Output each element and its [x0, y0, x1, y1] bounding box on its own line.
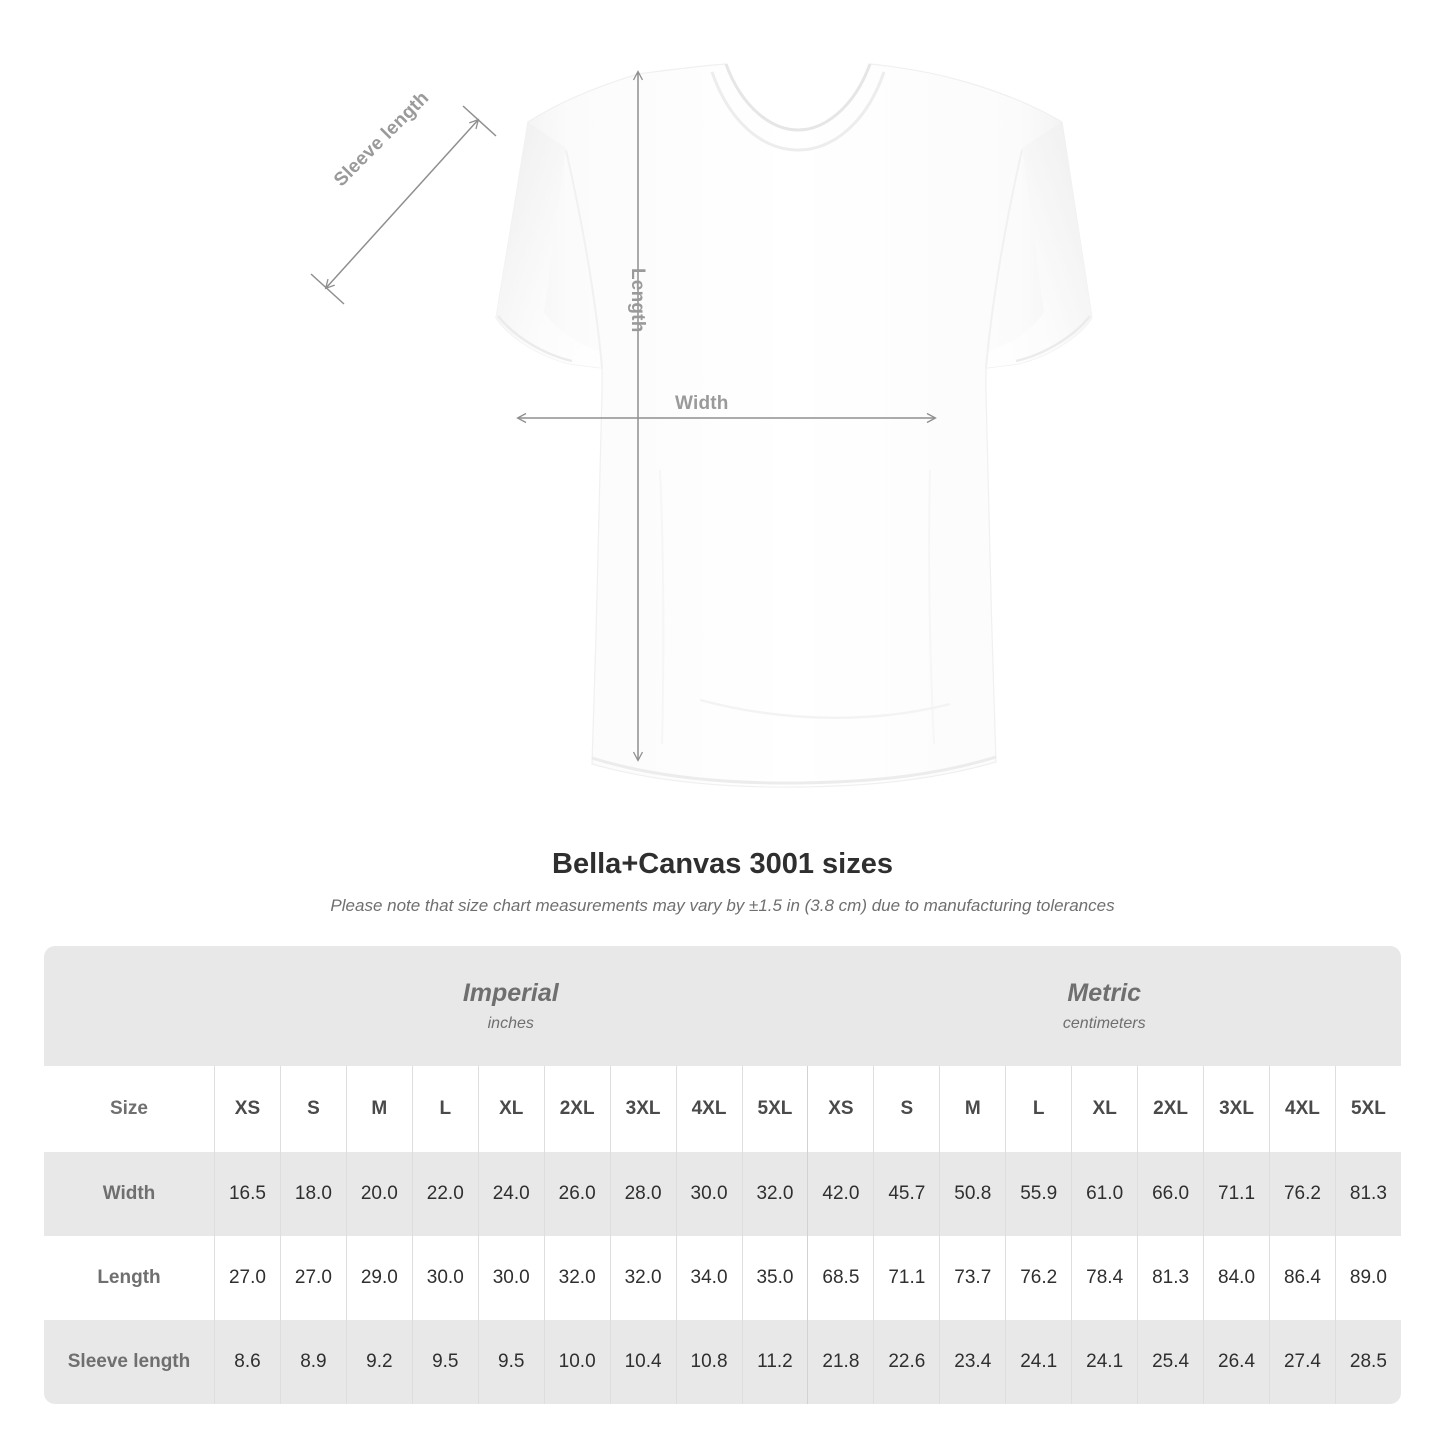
table-cell: 24.1 — [1071, 1320, 1137, 1404]
unit-group-metric: Metric centimeters — [808, 946, 1402, 1066]
column-header-xs-metric: XS — [807, 1066, 873, 1152]
table-cell: 29.0 — [345, 1236, 412, 1320]
row-label-length: Length — [97, 1267, 161, 1288]
table-cell: 21.8 — [807, 1320, 873, 1404]
table-cell: 11.2 — [741, 1320, 808, 1404]
unit-system-band: Imperial inches Metric centimeters — [44, 946, 1401, 1066]
column-header-4xl-imperial: 4XL — [675, 1066, 742, 1152]
table-cell: 22.0 — [411, 1152, 478, 1236]
unit-group-metric-name: Metric — [1067, 978, 1142, 1007]
column-header-l-imperial: L — [411, 1066, 478, 1152]
page-title: Bella+Canvas 3001 sizes — [552, 848, 893, 880]
row-label-width: Width — [102, 1183, 156, 1204]
table-cell: 22.6 — [873, 1320, 939, 1404]
table-cell: 8.6 — [214, 1320, 280, 1404]
table-cell: 61.0 — [1071, 1152, 1137, 1236]
table-cell: 78.4 — [1071, 1236, 1137, 1320]
table-cell: 32.0 — [543, 1236, 610, 1320]
tshirt-svg — [310, 63, 1093, 788]
table-cell: 34.0 — [675, 1236, 742, 1320]
table-cell: 10.4 — [609, 1320, 676, 1404]
table-row: Sleeve length 8.6 8.9 9.2 9.5 9.5 10.0 10.4 10.… — [44, 1320, 1401, 1404]
table-cell: 18.0 — [279, 1152, 346, 1236]
column-header-5xl-metric: 5XL — [1334, 1066, 1401, 1152]
unit-group-imperial: Imperial inches — [214, 946, 808, 1066]
table-cell: 30.0 — [477, 1236, 544, 1320]
table-cell: 55.9 — [1005, 1152, 1071, 1236]
column-header-2xl-imperial: 2XL — [543, 1066, 610, 1152]
column-header-m-imperial: M — [345, 1066, 412, 1152]
size-chart-table: Imperial inches Metric centimeters Size … — [44, 946, 1401, 1404]
table-cell: 10.8 — [675, 1320, 742, 1404]
table-cell: 86.4 — [1269, 1236, 1335, 1320]
unit-group-metric-unit: centimeters — [1062, 1015, 1146, 1033]
table-cell: 76.2 — [1269, 1152, 1335, 1236]
table-cell: 27.0 — [214, 1236, 280, 1320]
column-header-xl-imperial: XL — [477, 1066, 544, 1152]
table-cell: 30.0 — [675, 1152, 742, 1236]
table-cell: 45.7 — [873, 1152, 939, 1236]
table-cell: 23.4 — [939, 1320, 1005, 1404]
table-cell: 27.4 — [1269, 1320, 1335, 1404]
table-cell: 16.5 — [214, 1152, 280, 1236]
row-label-sleeve-length: Sleeve length — [67, 1351, 191, 1372]
sleeve-length-measure — [310, 105, 497, 305]
length-label: Length — [627, 268, 648, 333]
table-cell: 84.0 — [1203, 1236, 1269, 1320]
table-cell: 24.1 — [1005, 1320, 1071, 1404]
table-cell: 32.0 — [741, 1152, 808, 1236]
table-cell: 9.2 — [345, 1320, 412, 1404]
column-header-s-imperial: S — [279, 1066, 346, 1152]
table-cell: 26.4 — [1203, 1320, 1269, 1404]
unit-group-imperial-name: Imperial — [462, 978, 559, 1007]
table-cell: 50.8 — [939, 1152, 1005, 1236]
column-header-xs-imperial: XS — [214, 1066, 280, 1152]
column-header-5xl-imperial: 5XL — [741, 1066, 808, 1152]
column-header-2xl-metric: 2XL — [1137, 1066, 1203, 1152]
table-cell: 81.3 — [1137, 1236, 1203, 1320]
table-cell: 71.1 — [873, 1236, 939, 1320]
table-cell: 28.5 — [1334, 1320, 1401, 1404]
tshirt-shape — [495, 63, 1093, 788]
column-header-3xl-imperial: 3XL — [609, 1066, 676, 1152]
table-cell: 35.0 — [741, 1236, 808, 1320]
table-cell: 20.0 — [345, 1152, 412, 1236]
column-header-s-metric: S — [873, 1066, 939, 1152]
column-header-3xl-metric: 3XL — [1203, 1066, 1269, 1152]
table-cell: 28.0 — [609, 1152, 676, 1236]
column-header-4xl-metric: 4XL — [1269, 1066, 1335, 1152]
tshirt-measurement-diagram: Sleeve length Length Width — [310, 63, 1093, 788]
table-cell: 76.2 — [1005, 1236, 1071, 1320]
table-cell: 10.0 — [543, 1320, 610, 1404]
table-header-row: Size XS S M L XL 2XL 3XL 4XL 5XL XS S M L XL 2XL 3XL 4XL… — [44, 1066, 1401, 1152]
table-row: Length 27.0 27.0 29.0 30.0 30.0 32.0 32.0 34.0 3… — [44, 1236, 1401, 1320]
unit-group-imperial-unit: inches — [487, 1015, 534, 1033]
table-cell: 71.1 — [1203, 1152, 1269, 1236]
table-cell: 66.0 — [1137, 1152, 1203, 1236]
table-cell: 9.5 — [477, 1320, 544, 1404]
table-cell: 42.0 — [807, 1152, 873, 1236]
table-cell: 81.3 — [1334, 1152, 1401, 1236]
size-header-label: Size — [109, 1098, 149, 1119]
table-cell: 27.0 — [279, 1236, 346, 1320]
table-row: Width 16.5 18.0 20.0 22.0 24.0 26.0 28.0 30.0 32… — [44, 1152, 1401, 1236]
column-header-m-metric: M — [939, 1066, 1005, 1152]
table-cell: 9.5 — [411, 1320, 478, 1404]
table-cell: 73.7 — [939, 1236, 1005, 1320]
table-cell: 68.5 — [807, 1236, 873, 1320]
unit-band-spacer — [44, 946, 214, 1066]
table-cell: 25.4 — [1137, 1320, 1203, 1404]
table-cell: 26.0 — [543, 1152, 610, 1236]
column-header-xl-metric: XL — [1071, 1066, 1137, 1152]
table-cell: 89.0 — [1334, 1236, 1401, 1320]
table-cell: 30.0 — [411, 1236, 478, 1320]
column-header-l-metric: L — [1005, 1066, 1071, 1152]
table-cell: 8.9 — [279, 1320, 346, 1404]
table-cell: 32.0 — [609, 1236, 676, 1320]
table-cell: 24.0 — [477, 1152, 544, 1236]
tolerance-note: Please note that size chart measurements… — [330, 896, 1115, 915]
width-label: Width — [675, 393, 729, 414]
